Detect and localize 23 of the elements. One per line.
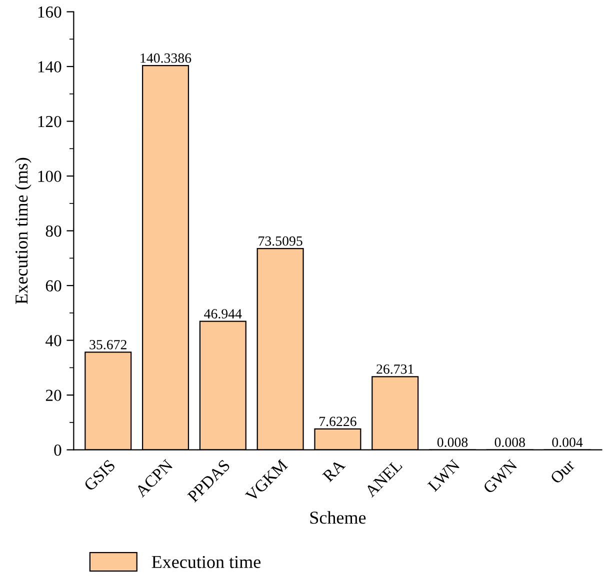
data-label: 0.008 (494, 438, 525, 448)
y-tick-label: 100 (38, 170, 62, 182)
data-label: 26.731 (376, 364, 414, 374)
x-tick-label: Our (550, 458, 576, 484)
y-tick-label: 20 (46, 390, 62, 402)
y-tick-label: 160 (38, 6, 62, 18)
y-axis-title: Execution time (ms) (14, 158, 32, 304)
data-label: 35.672 (90, 340, 126, 350)
y-tick-label: 40 (46, 335, 62, 346)
y-tick-label: 120 (38, 116, 62, 128)
x-tick-label: RA (322, 458, 346, 482)
y-tick-label: 140 (38, 61, 62, 72)
y-tick-label: 80 (46, 225, 62, 237)
y-tick-label: 60 (46, 280, 62, 292)
legend-label: Execution time (152, 556, 260, 568)
y-tick-label: 0 (54, 444, 62, 456)
data-label: 7.6226 (320, 416, 356, 426)
data-label: 140.3386 (140, 53, 192, 63)
data-label: 0.008 (437, 438, 468, 448)
data-label: 73.5095 (258, 236, 302, 246)
data-label: 0.004 (552, 438, 583, 448)
data-label: 46.944 (204, 309, 242, 319)
x-axis-title: Scheme (310, 511, 366, 524)
